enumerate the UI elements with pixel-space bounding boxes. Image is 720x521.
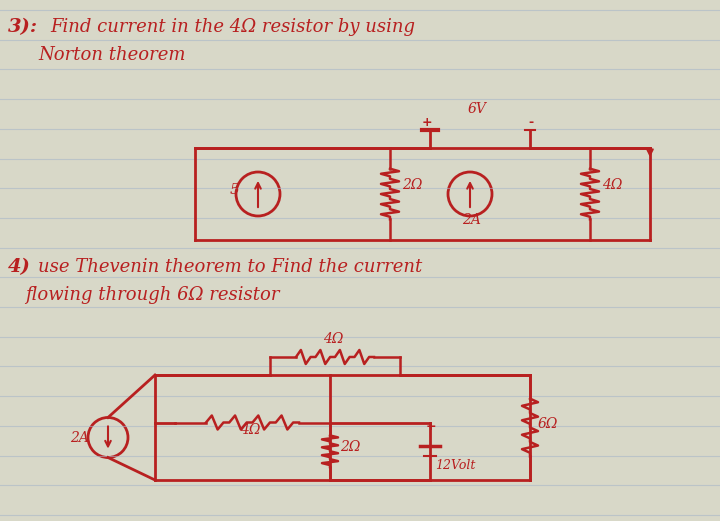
Text: 2A: 2A <box>462 213 481 227</box>
Text: +: + <box>426 420 436 433</box>
Text: +: + <box>422 116 433 129</box>
Text: 12Volt: 12Volt <box>435 459 475 472</box>
Text: 3):: 3): <box>8 18 38 36</box>
Text: use Thevenin theorem to Find the current: use Thevenin theorem to Find the current <box>38 258 422 276</box>
Text: 4Ω: 4Ω <box>602 178 622 192</box>
Text: Norton theorem: Norton theorem <box>38 46 186 64</box>
Text: 4): 4) <box>8 258 31 276</box>
Text: 5: 5 <box>230 183 240 197</box>
Text: 2Ω: 2Ω <box>340 440 361 454</box>
Text: -: - <box>528 116 533 129</box>
Text: 2Ω: 2Ω <box>402 178 423 192</box>
Text: Find current in the 4Ω resistor by using: Find current in the 4Ω resistor by using <box>50 18 415 36</box>
Text: 2A: 2A <box>70 431 89 445</box>
Text: 4Ω: 4Ω <box>240 424 261 438</box>
Text: 6V: 6V <box>468 102 487 116</box>
Text: flowing through 6Ω resistor: flowing through 6Ω resistor <box>25 286 279 304</box>
Text: 6Ω: 6Ω <box>538 416 559 430</box>
Text: 4Ω: 4Ω <box>323 332 343 346</box>
